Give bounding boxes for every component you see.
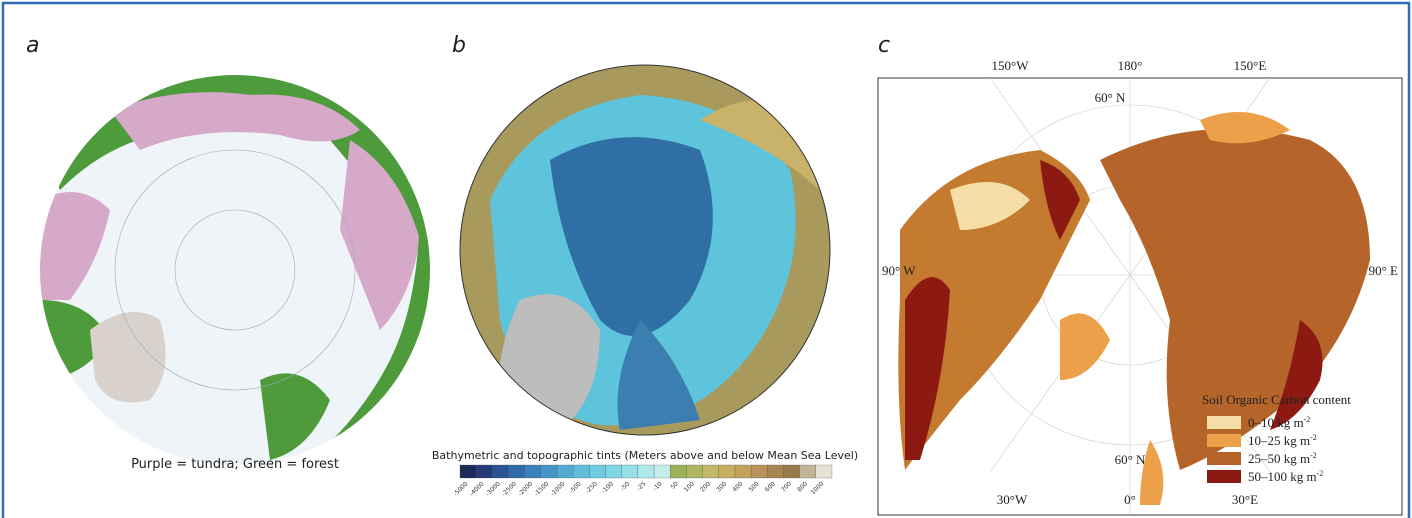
bathymetry-map	[460, 65, 830, 435]
colorbar-swatch	[734, 464, 752, 479]
legend-label-text: 50–100 kg m	[1248, 469, 1317, 484]
soil-carbon-map	[878, 78, 1402, 515]
colorbar-tick: -25	[636, 480, 648, 492]
colorbar-swatch	[750, 464, 768, 479]
colorbar-swatch	[476, 464, 493, 479]
colorbar-swatch	[621, 464, 639, 479]
colorbar-tick: -250	[584, 480, 599, 495]
colorbar-swatch	[767, 464, 784, 479]
latitude-label: 60° N	[1095, 90, 1126, 105]
colorbar-tick: -4000	[468, 480, 485, 497]
colorbar-swatch	[783, 464, 800, 479]
colorbar-swatch	[653, 464, 671, 479]
colorbar-swatch	[459, 464, 477, 479]
colorbar-swatch	[605, 464, 622, 479]
colorbar-swatch	[573, 464, 590, 479]
colorbar-tick: -500	[568, 480, 583, 495]
longitude-label: 30°W	[997, 492, 1028, 507]
colorbar-swatch	[508, 464, 525, 479]
colorbar-tick: -100	[600, 480, 615, 495]
colorbar-swatch	[589, 464, 606, 479]
colorbar-swatch	[670, 464, 687, 479]
colorbar-tick: 1000	[810, 480, 826, 496]
longitude-label: 180°	[1118, 58, 1143, 73]
legend-label-text: 0–10 kg m	[1248, 415, 1304, 430]
legend-swatch	[1207, 434, 1241, 447]
legend-label-sup: -2	[1317, 469, 1324, 478]
colorbar-swatch	[815, 464, 833, 479]
colorbar-tick: -1500	[533, 480, 550, 497]
legend-title: Soil Organic Carbon content	[1202, 392, 1351, 407]
legend-label: 10–25 kg m-2	[1248, 433, 1317, 448]
panel-label: c	[878, 33, 890, 58]
colorbar-tick: 300	[715, 480, 728, 493]
colorbar-swatch	[702, 464, 719, 479]
colorbar-swatch	[524, 464, 542, 479]
legend-swatch	[1207, 470, 1241, 483]
panel-label: b	[452, 33, 466, 58]
colorbar-tick: -5000	[452, 480, 469, 497]
colorbar-tick: -1000	[549, 480, 566, 497]
longitude-label: 150°E	[1234, 58, 1267, 73]
colorbar-swatch	[492, 464, 509, 479]
panel-label: a	[26, 33, 39, 58]
colorbar-tick: -2000	[517, 480, 534, 497]
colorbar-tick: 800	[796, 480, 809, 493]
colorbar-tick: -2500	[501, 480, 518, 497]
colorbar-tick: -3000	[485, 480, 502, 497]
colorbar-tick: 200	[699, 480, 712, 493]
longitude-label: 150°W	[992, 58, 1030, 73]
longitude-label: 90° W	[882, 263, 916, 278]
colorbar-swatch	[686, 464, 703, 479]
latitude-label: 60° N	[1115, 452, 1146, 467]
colorbar-swatch	[540, 464, 558, 479]
legend-swatch	[1207, 416, 1241, 429]
colorbar-tick: 400	[731, 480, 744, 493]
colorbar-tick: -10	[652, 480, 664, 492]
colorbar-tick: 600	[764, 480, 777, 493]
legend-label-text: 10–25 kg m	[1248, 433, 1310, 448]
longitude-label: 30°E	[1232, 492, 1258, 507]
colorbar-tick: 500	[748, 480, 761, 493]
colorbar-title: Bathymetric and topographic tints (Meter…	[432, 449, 858, 462]
colorbar-tick: 50	[669, 480, 679, 490]
legend-label-sup: -2	[1304, 415, 1311, 424]
colorbar-swatch	[637, 464, 655, 479]
legend-label-sup: -2	[1310, 451, 1317, 460]
colorbar-swatch	[718, 464, 736, 479]
colorbar-tick: 100	[683, 480, 696, 493]
caption: Purple = tundra; Green = forest	[131, 457, 339, 472]
colorbar: -5000-4000-3000-2500-2000-1500-1000 -500-…	[452, 464, 833, 498]
legend-label: 25–50 kg m-2	[1248, 451, 1317, 466]
legend-label-sup: -2	[1310, 433, 1317, 442]
legend-label: 0–10 kg m-2	[1248, 415, 1310, 430]
colorbar-tick: -50	[619, 480, 631, 492]
tundra-map	[40, 75, 430, 465]
legend-swatch	[1207, 452, 1241, 465]
legend-label: 50–100 kg m-2	[1248, 469, 1323, 484]
legend-label-text: 25–50 kg m	[1248, 451, 1310, 466]
colorbar-tick: 700	[780, 480, 793, 493]
longitude-label: 90° E	[1369, 263, 1398, 278]
colorbar-swatch	[799, 464, 816, 479]
colorbar-swatch	[556, 464, 574, 479]
longitude-label: 0°	[1124, 492, 1136, 507]
